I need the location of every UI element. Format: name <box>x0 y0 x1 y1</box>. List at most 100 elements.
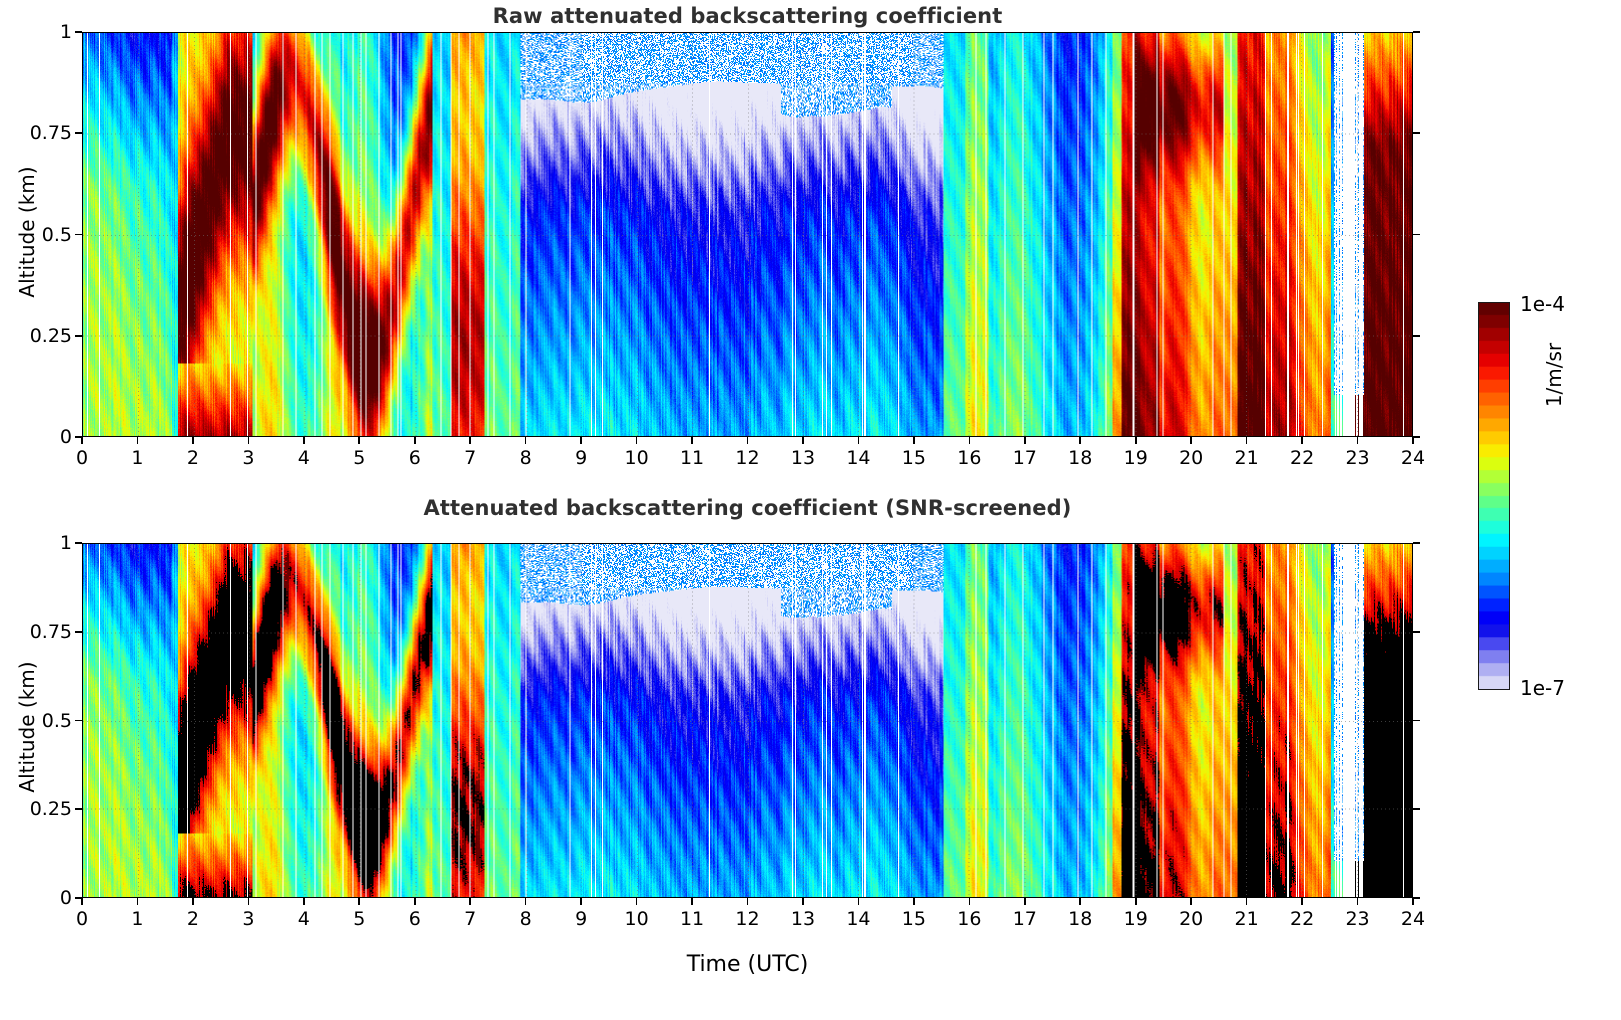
colorbar: 1e-4 1e-7 <box>1478 292 1565 700</box>
xtick-raw-19 <box>1134 437 1137 444</box>
xtick-screened-24 <box>1412 898 1414 905</box>
ytick-screened-0.75 <box>75 630 82 633</box>
xtick-raw-14 <box>857 437 860 444</box>
panel-title-raw: Raw attenuated backscattering coefficien… <box>492 4 1003 28</box>
ytick-raw-0.75 <box>75 132 82 135</box>
xticklabel-screened-5: 5 <box>353 908 366 930</box>
xticklabel-raw-6: 6 <box>408 447 421 469</box>
xticklabel-screened-2: 2 <box>186 908 199 930</box>
xtick-screened-10 <box>635 898 638 905</box>
xticklabel-screened-4: 4 <box>297 908 310 930</box>
xticklabel-raw-4: 4 <box>297 447 310 469</box>
xtick-raw-20 <box>1190 437 1192 444</box>
yticklabel-screened-0.5: 0.5 <box>41 709 72 732</box>
xtick-screened-6 <box>413 898 416 905</box>
xtick-raw-9 <box>580 437 582 444</box>
xticklabel-raw-8: 8 <box>519 447 532 469</box>
yticklabel-raw-0.25: 0.25 <box>29 324 72 347</box>
xtick-raw-1 <box>136 437 139 444</box>
xticklabel-raw-10: 10 <box>624 447 649 469</box>
xticklabel-raw-19: 19 <box>1123 447 1148 469</box>
colorbar-units-label: 1/m/sr <box>1542 342 1566 408</box>
heatmap-screened-canvas <box>83 544 1412 897</box>
ytick-right-raw-0 <box>1413 436 1420 438</box>
xticklabel-raw-7: 7 <box>464 447 477 469</box>
xticklabel-raw-1: 1 <box>131 447 144 469</box>
heatmap-raw <box>82 32 1413 437</box>
xtick-raw-11 <box>691 437 693 444</box>
xticklabel-raw-24: 24 <box>1400 447 1426 469</box>
xtick-raw-23 <box>1356 437 1359 444</box>
xtick-raw-24 <box>1412 437 1414 444</box>
xtick-raw-7 <box>469 437 471 444</box>
xtick-screened-21 <box>1245 898 1248 905</box>
ytick-screened-0 <box>75 897 82 899</box>
xticklabel-screened-8: 8 <box>519 908 532 930</box>
xtick-screened-12 <box>746 898 749 905</box>
xticklabel-screened-20: 20 <box>1179 908 1204 930</box>
xticklabel-screened-24: 24 <box>1400 908 1426 930</box>
xticklabel-raw-21: 21 <box>1234 447 1259 469</box>
ytick-right-screened-1 <box>1413 542 1420 544</box>
xticklabel-screened-14: 14 <box>846 908 871 930</box>
xticklabel-screened-7: 7 <box>464 908 477 930</box>
xtick-screened-17 <box>1023 898 1026 905</box>
xticklabel-screened-18: 18 <box>1068 908 1093 930</box>
xtick-screened-0 <box>81 898 83 905</box>
ytick-screened-0.25 <box>75 808 82 811</box>
ytick-right-raw-0.5 <box>1413 233 1420 236</box>
xticklabel-screened-16: 16 <box>957 908 982 930</box>
yticklabel-screened-1: 1 <box>59 532 72 554</box>
ytick-right-screened-0 <box>1413 897 1420 899</box>
xtick-screened-8 <box>524 898 527 905</box>
ytick-raw-0.25 <box>75 334 82 337</box>
xticklabel-raw-16: 16 <box>957 447 982 469</box>
xticklabel-screened-6: 6 <box>408 908 421 930</box>
heatmap-screened <box>82 543 1413 898</box>
xtick-screened-2 <box>192 898 194 905</box>
xtick-raw-22 <box>1301 437 1303 444</box>
xticklabel-screened-12: 12 <box>735 908 760 930</box>
yticklabel-raw-1: 1 <box>59 21 72 43</box>
xtick-raw-6 <box>413 437 416 444</box>
yticklabel-screened-0: 0 <box>59 887 72 909</box>
ytick-raw-0 <box>75 436 82 438</box>
xtick-raw-5 <box>358 437 361 444</box>
xtick-screened-7 <box>469 898 471 905</box>
xtick-screened-4 <box>303 898 305 905</box>
xticklabel-screened-13: 13 <box>790 908 816 930</box>
ytick-right-screened-0.75 <box>1413 630 1420 633</box>
xtick-screened-5 <box>358 898 361 905</box>
xtick-raw-17 <box>1023 437 1026 444</box>
xticklabel-screened-3: 3 <box>242 908 255 930</box>
xtick-screened-13 <box>802 898 804 905</box>
xtick-screened-19 <box>1134 898 1137 905</box>
xtick-raw-8 <box>524 437 527 444</box>
xtick-raw-10 <box>635 437 638 444</box>
xticklabel-screened-15: 15 <box>901 908 926 930</box>
xticklabel-raw-20: 20 <box>1179 447 1204 469</box>
xticklabel-raw-9: 9 <box>575 447 588 469</box>
yticklabel-raw-0.5: 0.5 <box>41 223 72 246</box>
xticklabel-screened-22: 22 <box>1289 908 1315 930</box>
xtick-raw-18 <box>1079 437 1082 444</box>
xticklabel-screened-0: 0 <box>75 908 89 930</box>
xtick-raw-12 <box>746 437 749 444</box>
xtick-screened-18 <box>1079 898 1082 905</box>
xtick-raw-21 <box>1245 437 1248 444</box>
xtick-raw-4 <box>303 437 305 444</box>
xticklabel-screened-23: 23 <box>1345 908 1370 930</box>
xtick-raw-13 <box>802 437 804 444</box>
xticklabel-screened-21: 21 <box>1234 908 1259 930</box>
xticklabel-raw-14: 14 <box>846 447 871 469</box>
ytick-right-raw-0.75 <box>1413 132 1420 135</box>
xticklabel-raw-11: 11 <box>679 447 705 469</box>
ytick-right-screened-0.5 <box>1413 719 1420 722</box>
xlabel-time: Time (UTC) <box>686 952 809 977</box>
xtick-screened-9 <box>580 898 582 905</box>
ytick-screened-0.5 <box>75 719 82 722</box>
xtick-screened-22 <box>1301 898 1303 905</box>
xticklabel-screened-9: 9 <box>575 908 588 930</box>
ytick-right-screened-0.25 <box>1413 808 1420 811</box>
